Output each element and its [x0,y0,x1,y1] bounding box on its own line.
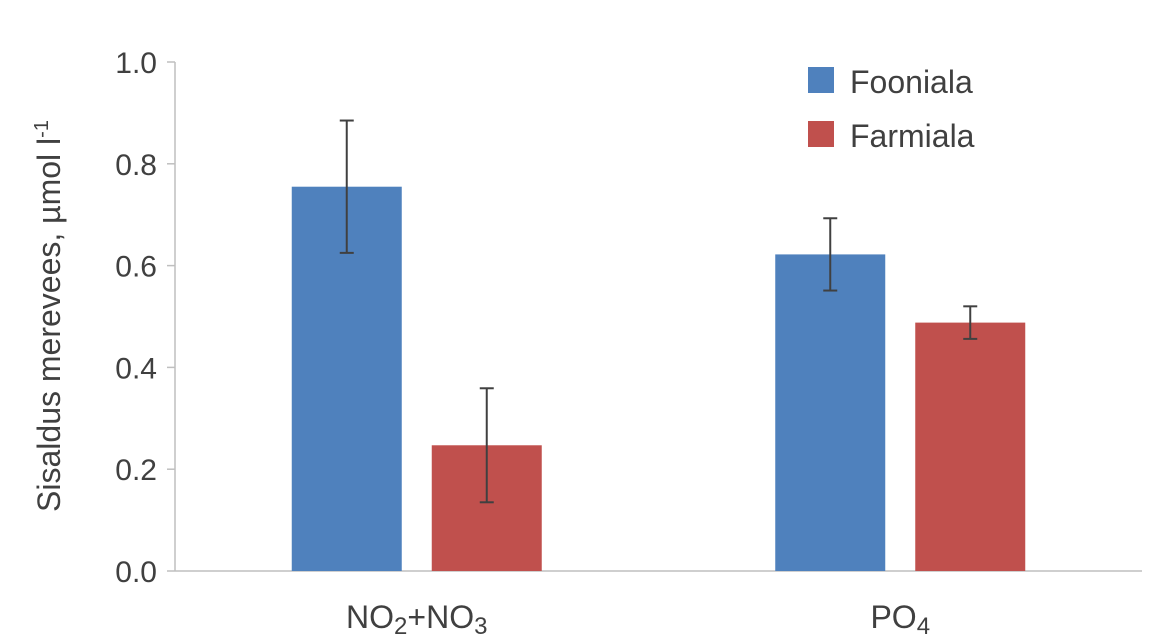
legend-label-farmiala: Farmiala [850,118,975,154]
bars [291,186,1026,572]
x-category-label: PO4 [870,599,930,640]
legend-label-fooniala: Fooniala [850,64,973,100]
x-category-labels: NO2+NO3 PO4 [346,599,930,640]
bar-farmiala-1 [915,322,1026,571]
y-tick-label: 0.8 [115,149,157,182]
y-tick-label: 1.0 [115,47,157,80]
y-tick-label: 0.2 [115,454,157,487]
legend-swatch-fooniala [808,67,834,93]
y-tick-labels: 0.0 0.2 0.4 0.6 0.8 1.0 [115,47,157,589]
x-category-label: NO2+NO3 [346,599,487,640]
y-axis-title-superscript: -1 [31,120,53,138]
error-bars [339,119,978,504]
y-tick-label: 0.0 [115,556,157,589]
y-axis-title: Sisaldus merevees, µmol l-1 [31,120,67,512]
legend: Fooniala Farmiala [808,64,975,154]
bar-fooniala-1 [775,254,886,572]
y-tick-label: 0.4 [115,352,157,385]
y-tick-label: 0.6 [115,251,157,284]
legend-swatch-farmiala [808,121,834,147]
y-axis-title-text: Sisaldus merevees, µmol l [31,138,67,512]
